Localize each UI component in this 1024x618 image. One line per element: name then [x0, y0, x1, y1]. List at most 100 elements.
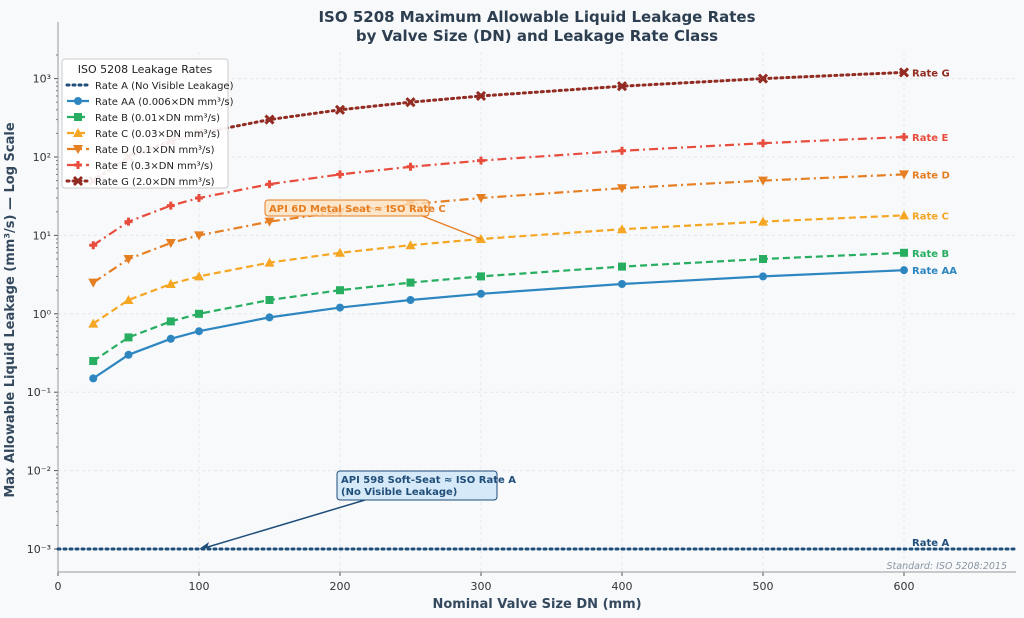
data-point	[194, 231, 204, 241]
data-point	[265, 180, 274, 189]
data-point	[89, 374, 98, 383]
legend-item: Rate B (0.01×DN mm³/s)	[67, 113, 220, 124]
data-point	[406, 278, 415, 287]
data-point	[124, 333, 133, 342]
series-rate-a: Rate A	[56, 538, 1018, 551]
data-point	[88, 318, 99, 328]
chart-title: ISO 5208 Maximum Allowable Liquid Leakag…	[318, 8, 755, 26]
annotation-arrow	[419, 214, 482, 240]
arrow-head-icon	[199, 542, 209, 549]
y-tick-label: 10⁻²	[27, 465, 51, 478]
data-point	[166, 201, 175, 210]
data-point	[124, 350, 133, 359]
data-point	[477, 272, 485, 281]
data-point	[900, 266, 908, 275]
data-point	[617, 184, 627, 194]
data-point	[194, 271, 204, 281]
series-line	[92, 251, 905, 362]
data-point	[73, 145, 83, 154]
data-point	[618, 146, 626, 155]
annotation-arrow	[200, 499, 366, 550]
series-end-label: Rate G	[912, 68, 950, 79]
data-point	[73, 128, 83, 137]
data-point	[406, 295, 415, 304]
series-rate-aa: Rate AA	[89, 266, 957, 383]
data-point	[475, 90, 487, 102]
series-end-label: Rate AA	[912, 266, 957, 277]
y-tick-label: 10⁻¹	[27, 386, 51, 399]
series-end-label: Rate A	[912, 538, 949, 549]
series-line	[92, 135, 905, 247]
legend-label: Rate B (0.01×DN mm³/s)	[95, 113, 220, 124]
x-tick-label: 400	[612, 580, 633, 593]
y-tick-label: 10³	[33, 73, 51, 86]
series-end-label: Rate B	[912, 249, 949, 260]
data-point	[264, 114, 275, 125]
y-tick-label: 10¹	[33, 229, 51, 242]
data-point	[477, 289, 485, 298]
legend-label: Rate E (0.3×DN mm³/s)	[95, 161, 213, 172]
data-point	[899, 170, 909, 180]
x-tick-label: 500	[753, 580, 774, 593]
data-point	[123, 294, 134, 304]
series-rate-e: Rate E	[89, 132, 948, 250]
data-point	[166, 334, 175, 343]
legend-item: Rate C (0.03×DN mm³/s)	[67, 128, 220, 140]
legend-item: Rate E (0.3×DN mm³/s)	[67, 161, 213, 172]
data-point	[617, 224, 627, 234]
data-point	[264, 217, 275, 227]
data-point	[759, 139, 767, 148]
data-point	[899, 210, 909, 220]
data-point	[195, 309, 203, 318]
data-point	[616, 81, 628, 92]
series-line	[92, 173, 905, 284]
data-point	[405, 97, 416, 108]
legend-label: Rate C (0.03×DN mm³/s)	[95, 129, 220, 140]
legend-label: Rate A (No Visible Leakage)	[95, 81, 234, 92]
data-point	[335, 247, 345, 257]
chart-subtitle: by Valve Size (DN) and Leakage Rate Clas…	[356, 27, 718, 45]
data-point	[900, 132, 908, 141]
data-point	[264, 257, 275, 267]
data-point	[89, 241, 98, 250]
data-point	[759, 272, 767, 281]
data-point	[336, 170, 344, 179]
data-point	[334, 104, 346, 115]
legend-item: Rate D (0.1×DN mm³/s)	[67, 145, 215, 156]
data-point	[74, 113, 82, 121]
annotation-text: API 598 Soft-Seat ≈ ISO Rate A	[341, 475, 516, 486]
x-tick-label: 0	[55, 580, 62, 593]
data-point	[900, 248, 908, 257]
data-point	[89, 357, 98, 366]
series-line	[92, 269, 905, 380]
annotation-text: (No Visible Leakage)	[341, 487, 457, 498]
data-point	[195, 327, 203, 336]
legend-title: ISO 5208 Leakage Rates	[78, 63, 213, 76]
annotation-text: API 6D Metal Seat ≈ ISO Rate C	[269, 204, 446, 215]
x-axis-label: Nominal Valve Size DN (mm)	[432, 597, 641, 612]
data-point	[74, 161, 82, 169]
y-tick-label: 10²	[33, 151, 51, 164]
data-point	[88, 278, 99, 288]
legend-item: Rate AA (0.006×DN mm³/s)	[67, 97, 234, 108]
data-point	[477, 156, 485, 165]
data-point	[898, 67, 910, 78]
data-point	[618, 279, 626, 288]
data-point	[123, 255, 134, 265]
data-point	[165, 238, 176, 248]
legend-box	[61, 58, 229, 189]
data-point	[265, 313, 274, 322]
data-point	[758, 176, 768, 186]
series-end-label: Rate D	[912, 170, 950, 181]
data-point	[336, 286, 344, 295]
data-point	[405, 240, 416, 250]
legend-item: Rate G (2.0×DN mm³/s)	[65, 175, 215, 188]
data-point	[759, 255, 767, 264]
x-tick-label: 200	[330, 580, 351, 593]
data-point	[74, 97, 82, 105]
annotation-box	[264, 199, 430, 217]
series-end-label: Rate E	[912, 133, 948, 144]
data-point	[476, 193, 486, 203]
y-axis-label: Max Allowable Liquid Leakage (mm³/s) — L…	[3, 122, 18, 497]
